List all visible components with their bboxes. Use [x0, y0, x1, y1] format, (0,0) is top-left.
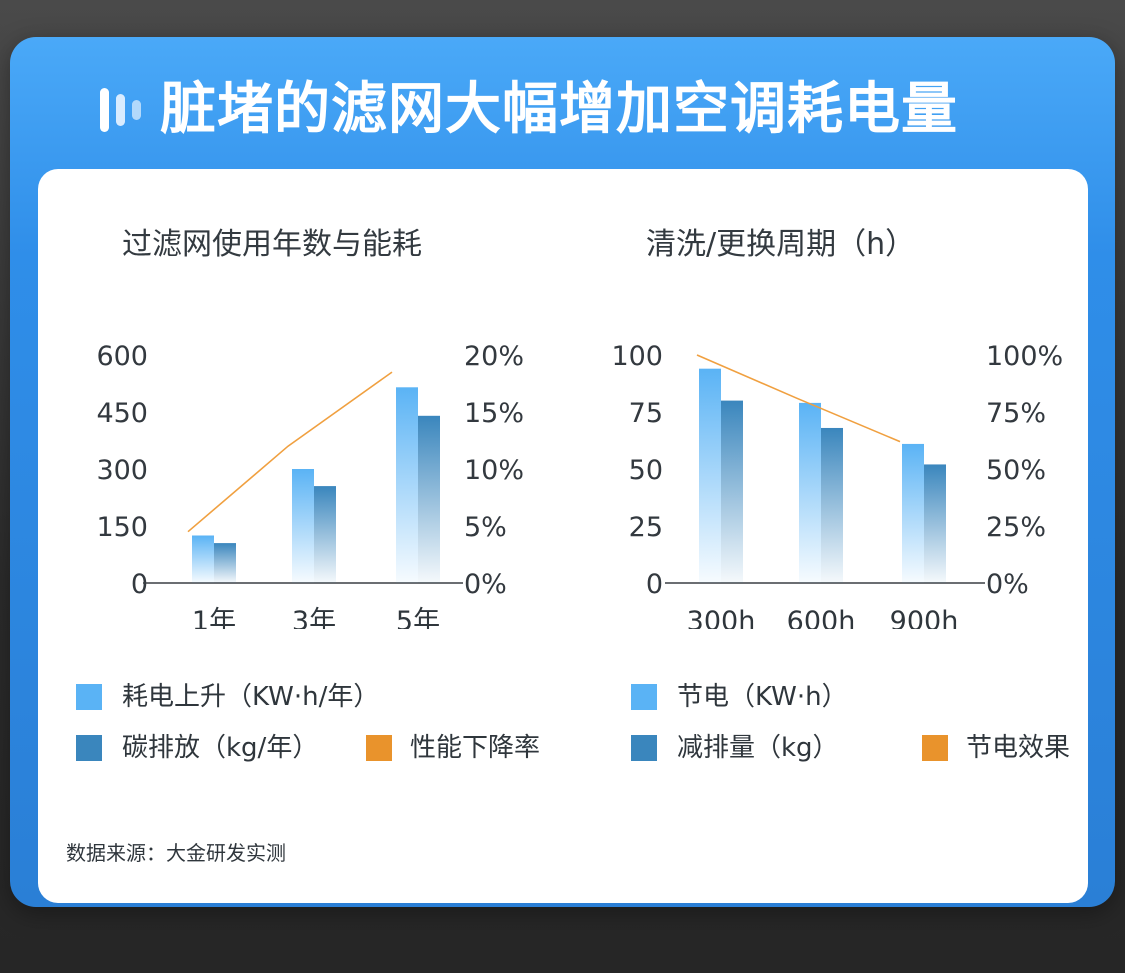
x-tick-label: 5年 — [396, 606, 440, 629]
x-tick-label: 300h — [687, 606, 756, 629]
bar-dark — [314, 486, 336, 583]
legend-label: 节电效果 — [966, 733, 1071, 763]
left-chart: 0 150 300 450 600 0% 5% 10% 15% 20% 1年 3年 5年 — [96, 341, 524, 629]
x-tick-label: 900h — [890, 606, 959, 629]
y-left-tick-label: 0 — [131, 569, 148, 600]
y-right-tick-label: 0% — [986, 569, 1029, 600]
legend-label: 性能下降率 — [410, 733, 541, 763]
x-tick-label: 3年 — [292, 606, 336, 629]
y-left-tick-label: 75 — [629, 398, 663, 429]
legend-swatch-dark — [76, 735, 102, 761]
chart-card: 过滤网使用年数与能耗 清洗/更换周期（h） 0 150 300 450 600 0% 5% 1… — [38, 169, 1088, 903]
legend-label: 节电（KW·h） — [677, 682, 848, 712]
legend-swatch-orange — [922, 735, 948, 761]
y-left-tick-label: 0 — [646, 569, 663, 600]
page-title: 脏堵的滤网大幅增加空调耗电量 — [160, 77, 958, 142]
bar-light — [396, 387, 418, 583]
y-left-tick-label: 600 — [96, 341, 148, 372]
legend-label: 减排量（kg） — [677, 733, 839, 763]
bar-light — [699, 368, 721, 583]
bar-light — [292, 469, 314, 583]
y-left-tick-label: 150 — [96, 512, 148, 543]
y-left-tick-label: 25 — [629, 512, 663, 543]
bar-light — [902, 443, 924, 583]
y-right-tick-label: 100% — [986, 341, 1063, 372]
y-right-tick-label: 50% — [986, 455, 1046, 486]
legend-label: 耗电上升（KW·h/年） — [122, 682, 380, 712]
y-left-tick-label: 450 — [96, 398, 148, 429]
bar-dark — [924, 464, 946, 583]
sound-bars-icon — [100, 88, 141, 132]
legend-swatch-dark — [631, 735, 657, 761]
y-right-tick-label: 10% — [464, 455, 524, 486]
data-source-note: 数据来源：大金研发实测 — [66, 841, 286, 865]
left-chart-subtitle: 过滤网使用年数与能耗 — [122, 227, 422, 262]
legend-swatch-orange — [366, 735, 392, 761]
line-series — [187, 371, 393, 533]
y-right-tick-label: 15% — [464, 398, 524, 429]
bar-dark — [721, 400, 743, 583]
y-right-tick-label: 0% — [464, 569, 507, 600]
bar-dark — [418, 415, 440, 583]
content-frame: 脏堵的滤网大幅增加空调耗电量 过滤网使用年数与能耗 清洗/更换周期（h） 0 15… — [10, 37, 1115, 907]
bar-dark — [821, 427, 843, 583]
legend-swatch-light — [631, 684, 657, 710]
y-right-tick-label: 5% — [464, 512, 507, 543]
bar-dark — [214, 543, 236, 583]
right-chart-subtitle: 清洗/更换周期（h） — [646, 227, 916, 262]
y-left-tick-label: 100 — [611, 341, 663, 372]
y-left-tick-label: 50 — [629, 455, 663, 486]
legend-label: 碳排放（kg/年） — [122, 733, 319, 763]
bar-light — [192, 535, 214, 583]
x-tick-label: 1年 — [192, 606, 236, 629]
y-right-tick-label: 75% — [986, 398, 1046, 429]
y-left-tick-label: 300 — [96, 455, 148, 486]
right-chart: 0 25 50 75 100 0% 25% 50% 75% 100% 300h 600h 900h — [611, 341, 1063, 629]
legend-swatch-light — [76, 684, 102, 710]
bar-light — [799, 402, 821, 583]
x-tick-label: 600h — [787, 606, 856, 629]
y-right-tick-label: 20% — [464, 341, 524, 372]
title-banner: 脏堵的滤网大幅增加空调耗电量 — [10, 37, 1115, 187]
y-right-tick-label: 25% — [986, 512, 1046, 543]
